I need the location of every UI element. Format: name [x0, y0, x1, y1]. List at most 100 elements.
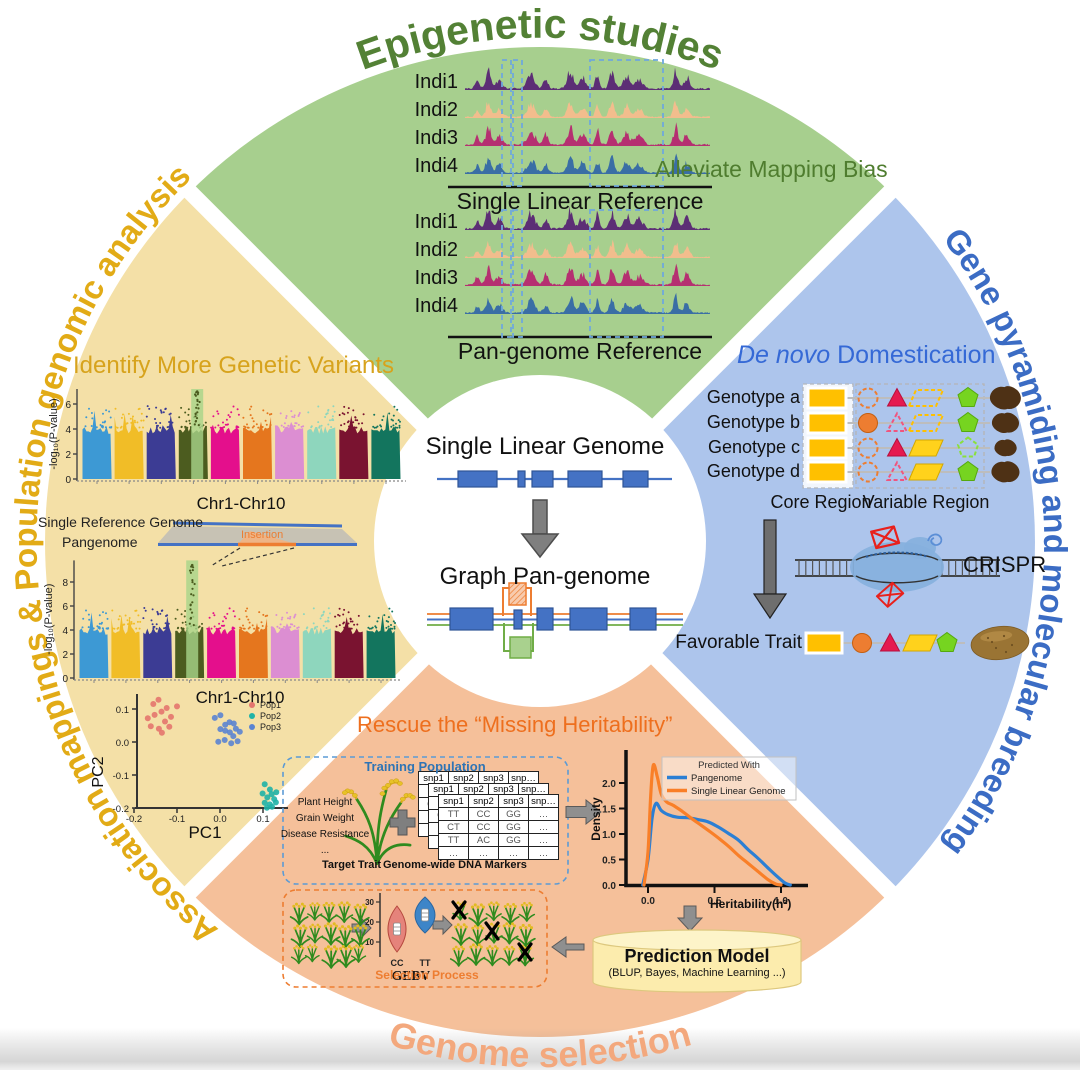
- insertion-label: Insertion: [241, 529, 284, 541]
- track-label: Indi2: [414, 99, 458, 121]
- sector-epigenetics: [190, 47, 890, 542]
- selection-process-box: [282, 889, 548, 988]
- crop-fields: [289, 900, 536, 969]
- alternate-node: [509, 636, 532, 659]
- svg-text:6: 6: [65, 400, 71, 411]
- track-highlight-boxes: [501, 59, 664, 338]
- track-label: Indi3: [414, 267, 458, 289]
- prediction-model-subtitle: (BLUP, Bayes, Machine Learning ...): [608, 967, 786, 979]
- snp-marker-tables: snp1snp2snp3snp…TTCCGG…CTCCGG…TTACGG……………: [418, 771, 588, 871]
- dna-markers-label: Genome-wide DNA Markers: [383, 859, 527, 871]
- arrow-left-icon: [551, 936, 585, 958]
- svg-text:0.1: 0.1: [116, 705, 129, 716]
- svg-text:2.0: 2.0: [602, 779, 616, 790]
- density-plot: 0.00.51.01.52.00.0 0.5 1.0DensityHeritabil…: [589, 750, 808, 911]
- track-label: Indi4: [414, 295, 458, 317]
- title-italic-part: De novo: [737, 341, 831, 369]
- single-linear-genome-diagram: [437, 470, 672, 488]
- prediction-model-title: Prediction Model: [624, 946, 770, 966]
- svg-text:2: 2: [62, 650, 68, 661]
- variable-region-label: Variable Region: [862, 492, 990, 512]
- svg-text:1.0: 1.0: [774, 896, 788, 907]
- svg-text:Pangenome: Pangenome: [691, 773, 742, 784]
- track-label: Indi3: [414, 127, 458, 149]
- svg-text:Predicted With: Predicted With: [698, 760, 760, 771]
- svg-text:-0.1: -0.1: [169, 814, 185, 825]
- track-label: Indi2: [414, 239, 458, 261]
- svg-text:20: 20: [365, 918, 374, 927]
- favorable-trait-label: Favorable Trait: [675, 632, 802, 653]
- alleviate-mapping-bias-note: Alleviate Mapping Bias: [655, 156, 888, 182]
- title-rest-part: Domestication: [830, 341, 996, 369]
- identify-variants-title: Identify More Genetic Variants: [73, 352, 395, 379]
- flow-arrows: [351, 798, 704, 958]
- pca-plot: 0.10.0-0.1-0.2-0.2 -0.1 0.0 0.1PC1PC2Pop1Po…: [90, 694, 288, 842]
- genotype-label: Genotype d: [706, 461, 800, 481]
- arrow-right-icon: [565, 798, 602, 826]
- svg-text:0.0: 0.0: [602, 881, 616, 892]
- trait-line: Plant Height: [297, 797, 353, 808]
- svg-text:0.0: 0.0: [213, 814, 226, 825]
- manhattan-plot-1: 0 2 4 6 -log₁₀(P-value) Chr1-Chr10: [48, 389, 406, 513]
- svg-text:Single Linear Genome: Single Linear Genome: [691, 786, 786, 797]
- svg-text:1.0: 1.0: [602, 830, 616, 841]
- svg-text:4: 4: [62, 626, 68, 637]
- svg-text:-0.2: -0.2: [113, 804, 129, 815]
- arrow-down-icon: [676, 905, 704, 932]
- genotype-label: Genotype b: [706, 412, 800, 432]
- svg-text:-log₁₀(P-value): -log₁₀(P-value): [43, 584, 55, 655]
- sector-breeding: [540, 192, 1035, 892]
- manhattan-plot-2: 0 2 4 6 8 -log₁₀(P-value) Chr1-Chr10: [43, 560, 401, 707]
- plus-icon: [389, 809, 416, 836]
- svg-text:0.5: 0.5: [602, 856, 616, 867]
- svg-text:0: 0: [65, 475, 71, 486]
- svg-text:-log₁₀(P-value): -log₁₀(P-value): [48, 398, 60, 469]
- svg-text:Chr1-Chr10: Chr1-Chr10: [196, 688, 285, 707]
- svg-text:-0.2: -0.2: [126, 814, 142, 825]
- track-label: Indi1: [414, 71, 458, 93]
- arrow-right-small2-icon: [432, 914, 453, 936]
- single-linear-reference-caption: Single Linear Reference: [456, 188, 704, 214]
- svg-text:-0.1: -0.1: [113, 771, 129, 782]
- de-novo-domestication-title: De novo Domestication: [737, 341, 995, 369]
- selection-process-label: Selection Process: [375, 968, 479, 982]
- svg-text:0: 0: [62, 674, 68, 685]
- prediction-model-cylinder: [592, 929, 802, 993]
- trait-line: ...: [320, 845, 330, 856]
- svg-text:10: 10: [365, 938, 374, 947]
- snp-table-3: snp1 snp2 snp3 snp… TT CC GG… CT CC GG… TT AC GG……………: [438, 794, 559, 860]
- reference-vs-pangenome-wedge: [158, 521, 357, 567]
- svg-text:Chr1-Chr10: Chr1-Chr10: [197, 494, 286, 513]
- chip-seq-tracks: [465, 67, 710, 314]
- svg-text:6: 6: [62, 602, 68, 613]
- svg-text:0.0: 0.0: [116, 738, 129, 749]
- trait-line: Grain Weight: [295, 813, 355, 824]
- graph-pan-genome-diagram: [427, 582, 683, 659]
- svg-text:8: 8: [62, 578, 68, 589]
- svg-text:4: 4: [65, 425, 71, 436]
- breeding-down-arrow-icon: [752, 519, 788, 620]
- svg-text:0.1: 0.1: [256, 814, 269, 825]
- svg-text:Density: Density: [589, 797, 603, 841]
- bottom-shadow: [0, 1028, 1080, 1070]
- svg-text:30: 30: [365, 898, 374, 907]
- svg-text:PC2: PC2: [90, 756, 107, 787]
- svg-text:Pop2: Pop2: [260, 711, 281, 721]
- svg-text:0.0: 0.0: [641, 896, 655, 907]
- svg-text:1.5: 1.5: [602, 805, 616, 816]
- graph-pan-genome-label: Graph Pan-genome: [439, 563, 651, 590]
- training-population-box: [282, 756, 569, 885]
- trait-line: Disease Resistance: [280, 829, 370, 840]
- crispr-illustration: [795, 525, 1000, 608]
- svg-text:Pop3: Pop3: [260, 722, 281, 732]
- svg-text:2: 2: [65, 450, 71, 461]
- wedge-top-label: Single Reference Genome: [38, 514, 203, 530]
- wedge-bottom-label: Pangenome: [62, 534, 138, 550]
- favorable-trait-row: [804, 625, 1030, 661]
- genotype-rows: [802, 383, 1021, 489]
- crispr-label: CRISPR: [963, 552, 1047, 577]
- center-arrow-icon: [520, 499, 560, 559]
